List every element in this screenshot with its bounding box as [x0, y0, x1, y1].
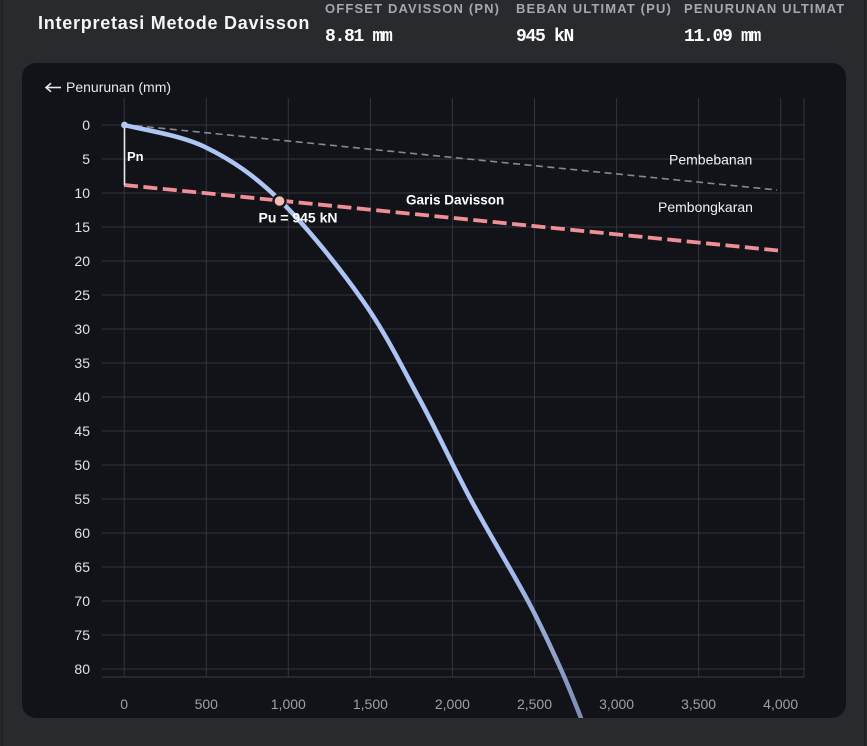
svg-text:25: 25	[74, 287, 90, 303]
svg-text:80: 80	[74, 661, 90, 677]
svg-text:0: 0	[120, 696, 128, 712]
svg-text:20: 20	[74, 253, 90, 269]
svg-text:Pembongkaran: Pembongkaran	[658, 199, 753, 215]
svg-text:Penurunan (mm): Penurunan (mm)	[66, 79, 171, 95]
svg-text:35: 35	[74, 355, 90, 371]
svg-text:1,000: 1,000	[271, 696, 306, 712]
svg-text:30: 30	[74, 321, 90, 337]
svg-text:55: 55	[74, 491, 90, 507]
svg-text:75: 75	[74, 627, 90, 643]
svg-text:3,500: 3,500	[681, 696, 716, 712]
svg-text:Pn: Pn	[127, 149, 144, 164]
svg-text:45: 45	[74, 423, 90, 439]
svg-text:40: 40	[74, 389, 90, 405]
svg-text:2,500: 2,500	[517, 696, 552, 712]
svg-text:0: 0	[82, 117, 90, 133]
svg-text:65: 65	[74, 559, 90, 575]
svg-text:1,500: 1,500	[353, 696, 388, 712]
svg-text:Pembebanan: Pembebanan	[669, 152, 752, 168]
svg-text:Pu = 945 kN: Pu = 945 kN	[259, 210, 338, 226]
svg-text:Garis Davisson: Garis Davisson	[406, 193, 504, 208]
svg-text:60: 60	[74, 525, 90, 541]
svg-text:2,000: 2,000	[435, 696, 470, 712]
svg-text:4,000: 4,000	[763, 696, 798, 712]
svg-text:70: 70	[74, 593, 90, 609]
svg-text:5: 5	[82, 151, 90, 167]
svg-text:10: 10	[74, 185, 90, 201]
svg-text:15: 15	[74, 219, 90, 235]
svg-text:3,000: 3,000	[599, 696, 634, 712]
svg-text:500: 500	[195, 696, 219, 712]
svg-text:50: 50	[74, 457, 90, 473]
